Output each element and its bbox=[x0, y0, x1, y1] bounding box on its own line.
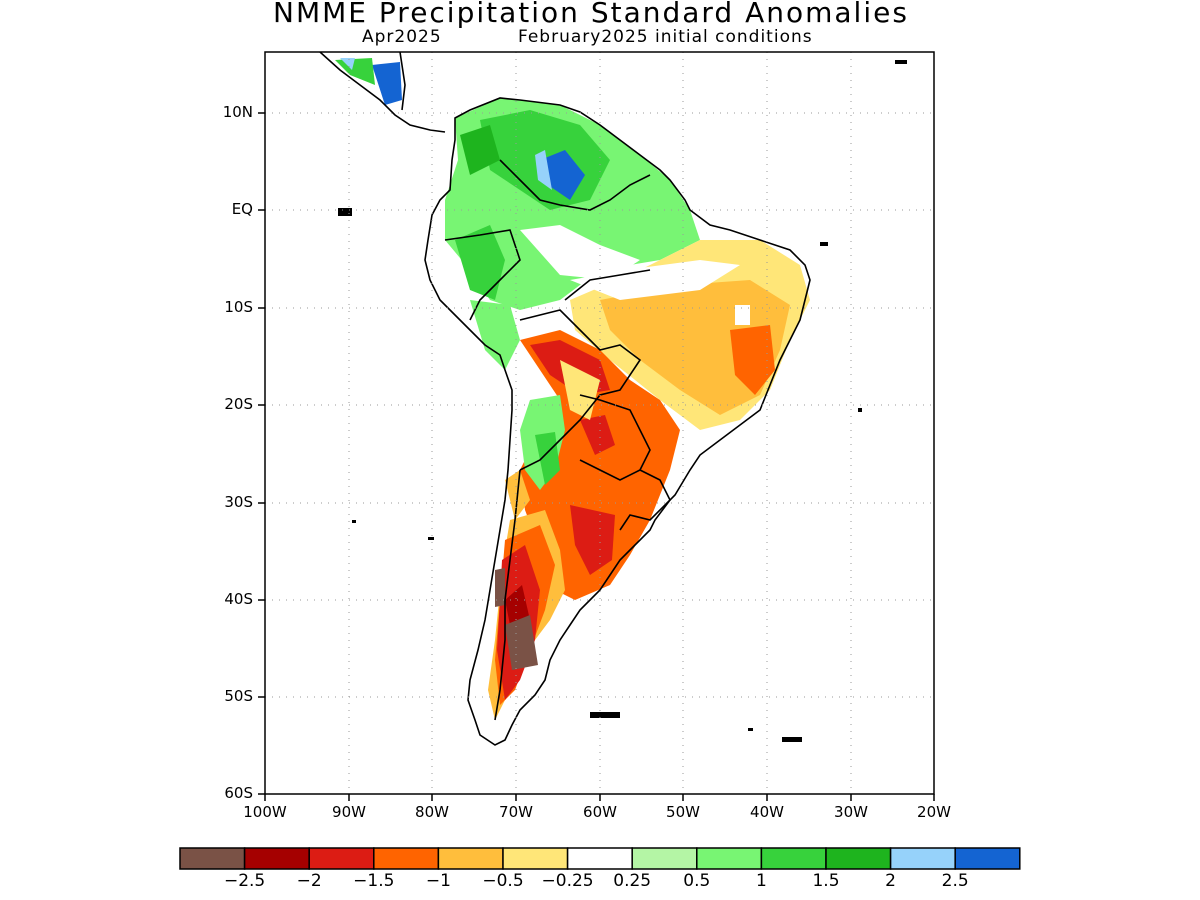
colorbar-swatch bbox=[825, 847, 892, 870]
axis-ticks bbox=[258, 112, 935, 801]
colorbar-label: 1.5 bbox=[812, 871, 840, 891]
x-tick-label: 70W bbox=[499, 803, 533, 821]
x-tick-label: 40W bbox=[750, 803, 784, 821]
graticule bbox=[265, 52, 934, 794]
colorbar-swatch bbox=[179, 847, 246, 870]
x-tick-label: 50W bbox=[666, 803, 700, 821]
colorbar-label: −0.5 bbox=[482, 871, 524, 891]
colorbar-swatch bbox=[566, 847, 633, 870]
colorbar-label: 2.5 bbox=[941, 871, 969, 891]
colorbar-swatch bbox=[631, 847, 698, 870]
x-tick-label: 30W bbox=[834, 803, 868, 821]
colorbar-swatch bbox=[696, 847, 763, 870]
colorbar-swatch bbox=[437, 847, 504, 870]
colorbar-swatch bbox=[889, 847, 956, 870]
y-tick-label: 20S bbox=[224, 395, 253, 413]
x-tick-label: 20W bbox=[917, 803, 951, 821]
y-tick-label: 10N bbox=[222, 103, 253, 121]
colorbar-swatch bbox=[502, 847, 569, 870]
colorbar-swatch bbox=[954, 847, 1021, 870]
colorbar-label: −1.5 bbox=[353, 871, 395, 891]
y-tick-label: 40S bbox=[224, 590, 253, 608]
initial-conditions: February2025 initial conditions bbox=[518, 27, 813, 47]
colorbar-swatch bbox=[308, 847, 375, 870]
islands bbox=[338, 60, 907, 742]
colorbar-swatch bbox=[243, 847, 310, 870]
colorbar-label: 1 bbox=[755, 871, 767, 891]
x-tick-label: 90W bbox=[332, 803, 366, 821]
y-tick-label: 10S bbox=[224, 298, 253, 316]
y-tick-label: EQ bbox=[231, 200, 253, 218]
x-tick-label: 100W bbox=[243, 803, 287, 821]
coastlines bbox=[319, 52, 811, 746]
colorbar-swatch bbox=[373, 847, 440, 870]
y-tick-label: 30S bbox=[224, 493, 253, 511]
colorbar-label: −1 bbox=[425, 871, 451, 891]
colorbar bbox=[179, 847, 1021, 870]
colorbar-label: −2.5 bbox=[223, 871, 266, 891]
colorbar-label: 0.5 bbox=[683, 871, 711, 891]
colorbar-label: 2 bbox=[885, 871, 896, 891]
forecast-month: Apr2025 bbox=[362, 27, 442, 47]
colorbar-label: 0.25 bbox=[613, 871, 652, 891]
y-tick-label: 50S bbox=[224, 687, 253, 705]
colorbar-label: −2 bbox=[296, 871, 322, 891]
colorbar-swatch bbox=[760, 847, 827, 870]
y-tick-label: 60S bbox=[224, 784, 253, 802]
x-tick-label: 60W bbox=[583, 803, 617, 821]
x-tick-label: 80W bbox=[415, 803, 449, 821]
colorbar-label: −0.25 bbox=[541, 871, 594, 891]
anomaly-field bbox=[335, 58, 810, 745]
map-title: NMME Precipitation Standard Anomalies bbox=[273, 0, 909, 29]
